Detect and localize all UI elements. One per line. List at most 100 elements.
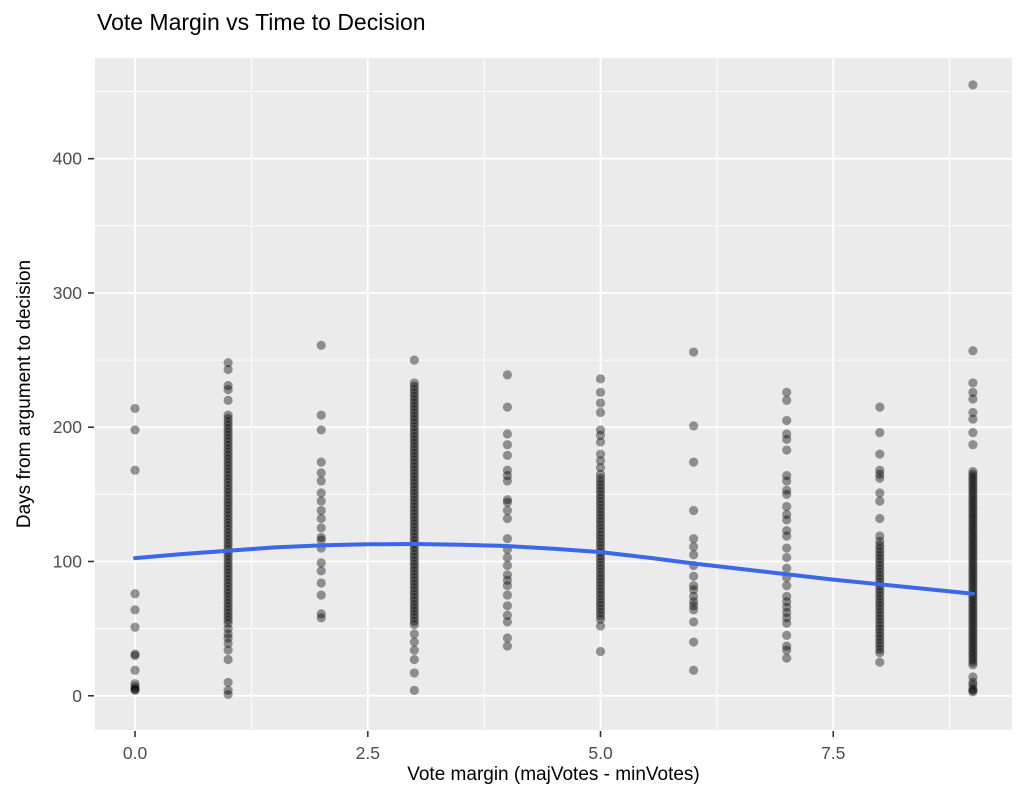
data-point (130, 649, 140, 659)
data-point (223, 434, 233, 444)
chart-title: Vote Margin vs Time to Decision (97, 9, 426, 35)
data-point (782, 434, 792, 444)
data-point (223, 521, 233, 531)
data-point (968, 520, 978, 530)
data-point (968, 491, 978, 501)
data-point (595, 503, 606, 514)
data-point (968, 517, 978, 528)
data-point (968, 566, 978, 576)
data-point (875, 638, 885, 648)
data-point (223, 551, 233, 561)
data-point (595, 517, 606, 527)
data-point (409, 455, 419, 465)
data-point (968, 485, 978, 495)
data-point (223, 423, 233, 434)
data-point (968, 633, 978, 643)
data-point (223, 517, 233, 528)
data-point (502, 497, 513, 508)
data-point (875, 604, 885, 614)
data-point (502, 476, 513, 486)
data-point (409, 522, 419, 532)
data-point (968, 571, 978, 581)
data-point (130, 605, 140, 615)
data-point (875, 540, 885, 550)
data-point (595, 456, 606, 466)
data-point (223, 437, 233, 447)
data-point (968, 617, 978, 627)
data-point (968, 568, 978, 579)
data-point (595, 487, 606, 497)
data-point (223, 474, 233, 484)
data-point (409, 489, 419, 499)
data-point (782, 395, 792, 405)
data-point (130, 589, 140, 599)
data-point (409, 425, 419, 435)
data-point (409, 593, 419, 603)
data-point (223, 427, 233, 437)
data-point (595, 387, 606, 397)
data-point (968, 394, 978, 404)
data-point (502, 505, 513, 516)
data-point (875, 547, 885, 557)
data-point (782, 607, 792, 618)
data-point (595, 507, 606, 517)
data-point (968, 638, 978, 648)
data-point (968, 499, 978, 509)
data-point (223, 464, 233, 474)
data-point (409, 573, 419, 583)
data-point (968, 474, 978, 485)
data-point (409, 629, 419, 639)
data-point (223, 447, 233, 457)
data-point (968, 582, 978, 592)
data-point (875, 634, 885, 644)
data-point (502, 641, 513, 651)
data-point (968, 657, 978, 667)
data-point (223, 481, 233, 491)
data-point (968, 609, 978, 619)
data-point (409, 586, 419, 596)
data-point (968, 80, 978, 90)
data-point (409, 421, 419, 432)
data-point (875, 531, 885, 541)
data-point (875, 584, 885, 594)
data-point (130, 650, 140, 661)
data-point (316, 613, 326, 623)
data-point (595, 564, 606, 574)
data-point (595, 611, 606, 621)
data-point (409, 519, 419, 529)
data-point (316, 468, 326, 478)
data-point (595, 374, 606, 384)
data-point (409, 546, 419, 556)
x-tick-label: 2.5 (356, 743, 380, 763)
data-point (223, 487, 233, 497)
data-point (875, 614, 885, 624)
data-point (223, 677, 233, 687)
data-point (968, 555, 978, 565)
data-point (968, 526, 978, 536)
data-point (316, 558, 326, 568)
data-point (223, 381, 233, 391)
data-point (502, 402, 513, 412)
data-point (502, 534, 513, 544)
data-point (502, 440, 513, 450)
data-point (595, 462, 606, 473)
data-point (130, 681, 140, 691)
data-point (223, 645, 233, 655)
data-point (409, 378, 419, 388)
data-point (782, 470, 792, 481)
data-point (223, 457, 233, 467)
data-point (223, 568, 233, 578)
data-point (223, 685, 233, 695)
data-point (968, 622, 978, 632)
data-point (223, 507, 233, 518)
data-point (409, 432, 419, 442)
data-point (223, 417, 233, 427)
data-point (595, 480, 606, 490)
data-point (223, 575, 233, 585)
data-point (595, 534, 606, 544)
data-point (689, 637, 699, 647)
data-point (782, 429, 792, 439)
data-point (875, 513, 885, 524)
data-point (223, 410, 233, 420)
data-point (595, 398, 606, 408)
